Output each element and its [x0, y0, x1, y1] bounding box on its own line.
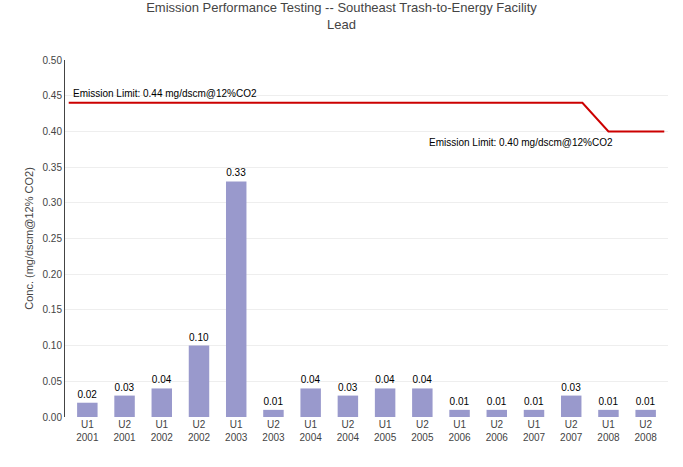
svg-text:U12001: U12001: [76, 419, 99, 443]
svg-text:U22003: U22003: [262, 419, 285, 443]
svg-text:0.30: 0.30: [43, 197, 63, 208]
svg-text:U12007: U12007: [523, 419, 546, 443]
svg-text:U12002: U12002: [151, 419, 174, 443]
svg-text:0.35: 0.35: [43, 162, 63, 173]
svg-text:0.50: 0.50: [43, 55, 63, 66]
svg-text:0.15: 0.15: [43, 304, 63, 315]
svg-text:0.20: 0.20: [43, 269, 63, 280]
svg-text:Conc. (mg/dscm@12% CO2): Conc. (mg/dscm@12% CO2): [23, 167, 35, 310]
svg-text:0.33: 0.33: [226, 167, 246, 178]
svg-text:Emission Performance Testing -: Emission Performance Testing -- Southeas…: [146, 0, 537, 32]
svg-text:U22007: U22007: [560, 419, 583, 443]
svg-text:0.01: 0.01: [450, 396, 470, 407]
svg-text:U22001: U22001: [113, 419, 136, 443]
svg-text:U22008: U22008: [635, 419, 658, 443]
svg-text:0.04: 0.04: [412, 374, 432, 385]
svg-text:0.01: 0.01: [487, 396, 507, 407]
svg-text:U12005: U12005: [374, 419, 397, 443]
svg-text:0.05: 0.05: [43, 376, 63, 387]
svg-text:0.25: 0.25: [43, 233, 63, 244]
svg-text:0.01: 0.01: [524, 396, 544, 407]
svg-text:0.04: 0.04: [152, 374, 172, 385]
svg-text:U12008: U12008: [597, 419, 620, 443]
svg-text:U12004: U12004: [300, 419, 323, 443]
svg-text:0.10: 0.10: [189, 332, 209, 343]
svg-text:U22006: U22006: [486, 419, 509, 443]
svg-text:0.04: 0.04: [301, 374, 321, 385]
svg-text:0.04: 0.04: [375, 374, 395, 385]
svg-text:0.01: 0.01: [598, 396, 618, 407]
svg-text:0.45: 0.45: [43, 90, 63, 101]
svg-text:U22004: U22004: [337, 419, 360, 443]
svg-text:0.10: 0.10: [43, 340, 63, 351]
svg-text:0.03: 0.03: [115, 382, 135, 393]
svg-text:U22005: U22005: [411, 419, 434, 443]
svg-text:Emission Limit: 0.40 mg/dscm@1: Emission Limit: 0.40 mg/dscm@12%CO2: [429, 137, 613, 148]
svg-text:U22002: U22002: [188, 419, 211, 443]
svg-text:U12003: U12003: [225, 419, 248, 443]
svg-text:0.01: 0.01: [263, 396, 283, 407]
svg-text:0.00: 0.00: [43, 412, 63, 423]
svg-text:0.40: 0.40: [43, 126, 63, 137]
svg-text:Emission Limit: 0.44 mg/dscm@1: Emission Limit: 0.44 mg/dscm@12%CO2: [73, 88, 257, 99]
svg-text:0.03: 0.03: [561, 382, 581, 393]
svg-text:0.01: 0.01: [636, 396, 656, 407]
svg-text:0.02: 0.02: [77, 389, 97, 400]
svg-text:U12006: U12006: [448, 419, 471, 443]
svg-text:0.03: 0.03: [338, 382, 358, 393]
